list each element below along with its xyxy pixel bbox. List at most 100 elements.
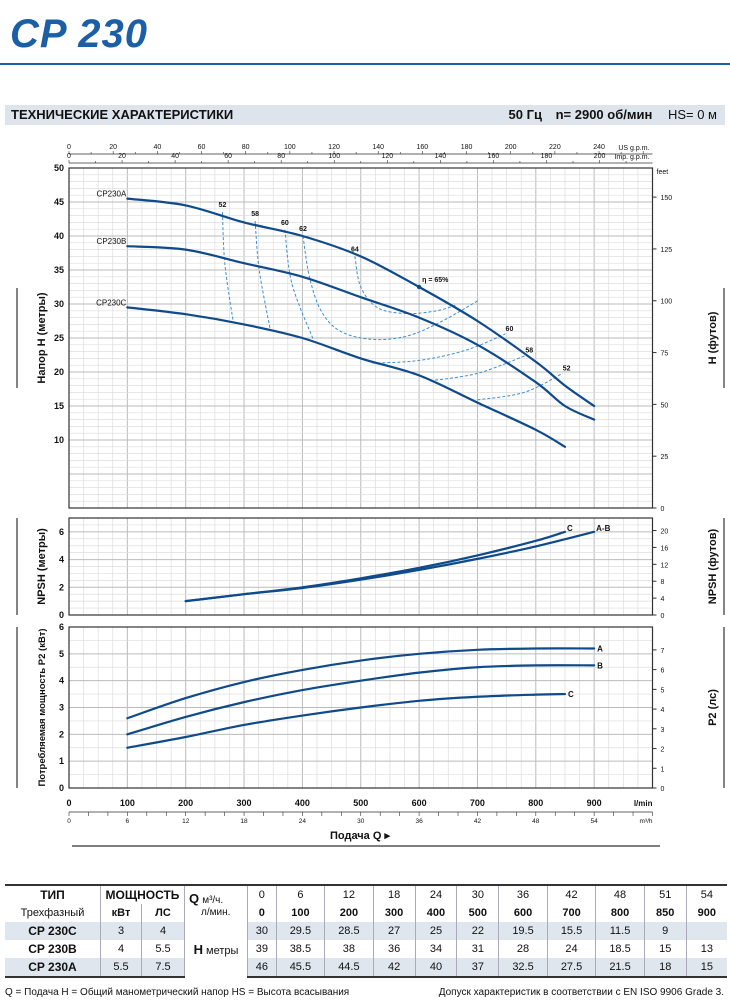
speed: n= 2900 об/мин: [555, 107, 653, 122]
power-kw: 5.5: [100, 958, 142, 978]
head-value: [685, 922, 727, 940]
head-value: 19.5: [498, 922, 548, 940]
efficiency-label: 60: [506, 326, 514, 333]
model-name: CP 230B: [28, 942, 77, 956]
curve-CP230A: [126, 197, 596, 408]
m3h-tick-label: 24: [299, 818, 307, 825]
top-tick-label: 140: [372, 144, 384, 151]
top-tick-label: 240: [593, 144, 605, 151]
model-name: CP 230C: [5, 922, 101, 940]
efficiency-label: 64: [351, 246, 359, 253]
y-tick-label: 30: [54, 299, 64, 309]
right-tick-label: 25: [661, 454, 669, 461]
efficiency-label: 58: [525, 348, 533, 355]
head-value: 38: [324, 940, 374, 958]
y-tick-label: 20: [54, 367, 64, 377]
curve-A: [126, 647, 596, 720]
flow-m3h: 51: [643, 884, 687, 904]
suction-height: HS= 0 м: [667, 107, 717, 122]
x-tick-label: 700: [470, 798, 485, 808]
y-tick-label: 45: [54, 197, 64, 207]
y-tick-label: 3: [59, 703, 64, 713]
section-title: ТЕХНИЧЕСКИЕ ХАРАКТЕРИСТИКИ: [11, 107, 234, 122]
head-value: 39: [247, 940, 277, 958]
efficiency-contour-52: [221, 212, 234, 321]
head-value: 15: [685, 958, 727, 978]
y-tick-label: 15: [54, 401, 64, 411]
right-tick-label: 125: [661, 247, 673, 254]
top-tick-label: 160: [488, 153, 500, 160]
flow-m3h: 36: [498, 884, 548, 904]
top-tick-label: 0: [67, 153, 71, 160]
flow-lmin: 400: [414, 904, 457, 922]
top-tick-label: 40: [153, 144, 161, 151]
efficiency-label: 52: [563, 365, 571, 372]
head-value: 37: [456, 958, 499, 978]
y-axis-label-right: P2 (лс): [707, 689, 719, 726]
top-tick-label: 80: [242, 144, 250, 151]
efficiency-label: 62: [299, 226, 307, 233]
conditions: 50 Гц n= 2900 об/мин HS= 0 м: [499, 107, 717, 122]
series-label: CP230C: [96, 298, 126, 307]
right-tick-label: 0: [661, 613, 665, 620]
x-tick-label: 100: [120, 798, 135, 808]
footer-note: Допуск характеристик в соответствии с EN…: [438, 987, 724, 998]
right-tick-label: 0: [661, 786, 665, 793]
top-tick-label: 80: [277, 153, 285, 160]
m3h-tick-label: 36: [415, 818, 423, 825]
series-label: C: [568, 690, 574, 699]
head-value: 32.5: [498, 958, 548, 978]
right-tick-label: 0: [661, 506, 665, 513]
y-axis-label: Потребляемая мощность P2 (кВт): [37, 628, 48, 786]
table-header-row-1: ТИП МОЩНОСТЬ Q м³/ч. л/мин. 0 6 12 18 24 30 36…: [5, 884, 727, 922]
plot-frame: [68, 167, 654, 509]
top-tick-label: 160: [417, 144, 429, 151]
efficiency-contour-60: [284, 229, 314, 339]
curve-CP230B: [126, 245, 596, 421]
right-tick-label: 100: [661, 299, 673, 306]
head-value: 36: [372, 940, 416, 958]
head-value: 45.5: [275, 958, 325, 978]
top-tick-label: 100: [284, 144, 296, 151]
frequency: 50 Гц: [508, 107, 542, 122]
plot-frame: [68, 626, 654, 789]
x-tick-label: 400: [295, 798, 310, 808]
table-row: CP 230B 4 5.5 39 38.5 38 36 34 31 28 24 18.5 15 13: [5, 940, 727, 958]
head-value: 18.5: [595, 940, 645, 958]
q-symbol: Q: [189, 890, 200, 906]
power-hp: 5.5: [141, 940, 185, 958]
right-tick-label: 12: [661, 562, 669, 569]
head-value: 22: [456, 922, 499, 940]
top-tick-label: 200: [594, 153, 606, 160]
header-q: Q м³/ч. л/мин.: [184, 884, 248, 922]
top-axis-unit: Imp. g.p.m.: [614, 154, 649, 161]
y-axis-label: Напор H (метры): [36, 292, 48, 383]
flow-m3h: 6: [275, 884, 325, 904]
y-tick-label: 6: [59, 527, 64, 537]
section-bar: ТЕХНИЧЕСКИЕ ХАРАКТЕРИСТИКИ 50 Гц n= 2900…: [5, 105, 725, 125]
h-unit: метры: [206, 945, 239, 957]
x-axis-label: Подача Q ▸: [330, 830, 390, 842]
power-kw: 4: [100, 940, 142, 958]
efficiency-contour-60: [372, 333, 506, 364]
y-tick-label: 4: [59, 555, 64, 565]
performance-charts: 1015202530354045500255075100125150Напор …: [16, 144, 725, 847]
m3h-tick-label: 12: [182, 818, 190, 825]
head-value: 38.5: [275, 940, 325, 958]
series-label: C: [567, 524, 573, 533]
efficiency-contour-62: [302, 235, 479, 341]
flow-m3h: 18: [372, 884, 416, 904]
m3h-tick-label: 0: [67, 818, 71, 825]
y-tick-label: 25: [54, 333, 64, 343]
series-label: CP230B: [97, 237, 127, 246]
x-unit-m3h: m³/h: [640, 818, 653, 825]
series-label: CP230A: [97, 190, 127, 199]
y-tick-label: 50: [54, 163, 64, 173]
flow-m3h: 48: [595, 884, 645, 904]
flow-lmin: 700: [546, 904, 596, 922]
right-unit-label: feet: [657, 169, 669, 176]
right-tick-label: 4: [661, 707, 665, 714]
h-symbol: H: [193, 942, 203, 957]
header-power: МОЩНОСТЬ: [100, 884, 185, 904]
y-tick-label: 1: [59, 756, 64, 766]
